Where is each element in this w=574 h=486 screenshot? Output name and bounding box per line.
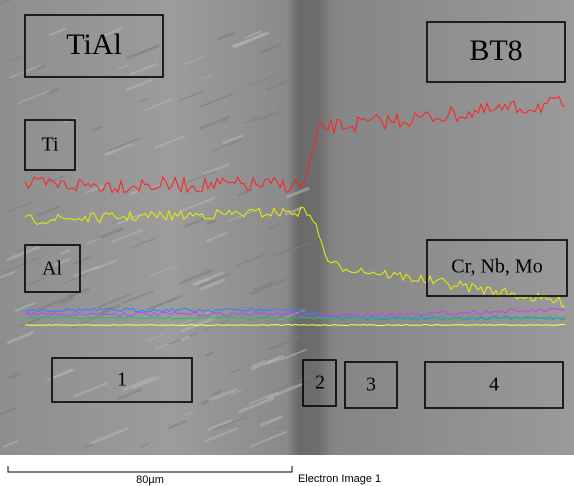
zone-label: 2 bbox=[315, 372, 325, 394]
zone-label: 3 bbox=[366, 374, 376, 396]
label: TiAl bbox=[66, 28, 122, 61]
caption: Electron Image 1 bbox=[298, 473, 381, 485]
scale-label: 80µm bbox=[136, 474, 164, 486]
label: Cr, Nb, Mo bbox=[451, 256, 542, 278]
zone-label: 1 bbox=[117, 369, 127, 391]
scale-bar bbox=[8, 466, 292, 472]
zone-label: 4 bbox=[489, 374, 499, 396]
label: BT8 bbox=[469, 34, 522, 67]
micrograph bbox=[0, 0, 574, 455]
label: Ti bbox=[41, 134, 59, 156]
figure: TiAl BT8 Ti Al Cr, Nb, Mo 1 2 3 4 80µm E… bbox=[0, 0, 574, 486]
label: Al bbox=[42, 258, 62, 280]
